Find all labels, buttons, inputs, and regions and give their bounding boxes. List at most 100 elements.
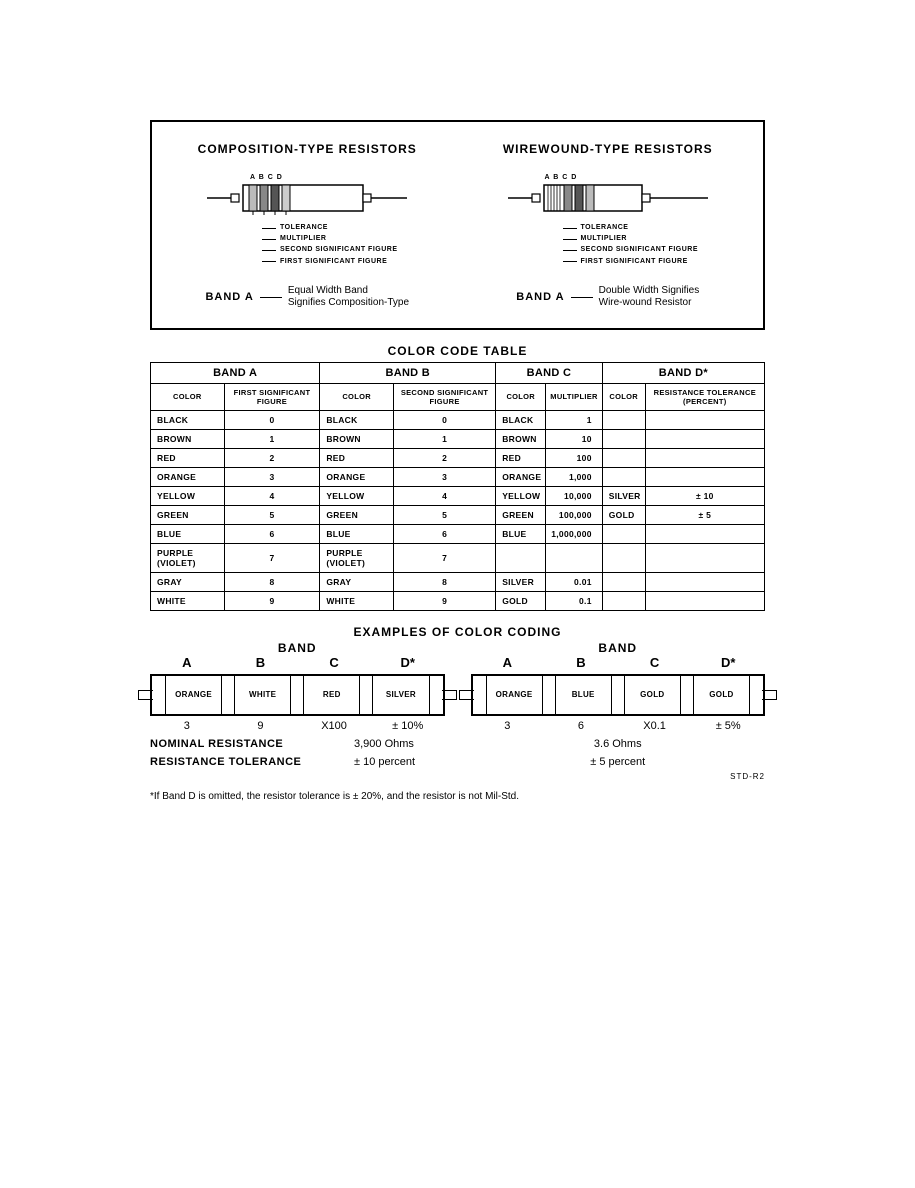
ex-letter: C <box>297 655 371 670</box>
hdr-color-a: COLOR <box>151 383 225 410</box>
callout: SECOND SIGNIFICANT FIGURE <box>262 244 443 255</box>
band-a-note-left: BAND A Equal Width Band Signifies Compos… <box>172 285 443 310</box>
ex-letter: D* <box>691 655 765 670</box>
ex-letter: D* <box>371 655 445 670</box>
ex-val: 6 <box>544 720 618 732</box>
table-cell: ± 5 <box>645 505 764 524</box>
band-letters-left: A B C D <box>250 174 443 181</box>
example-right: BAND A B C D* ORANGE BLUE GOLD GOLD 3 6 <box>471 641 766 781</box>
hdr-color-d: COLOR <box>602 383 645 410</box>
callout: TOLERANCE <box>563 222 744 233</box>
table-cell: GOLD <box>496 591 546 610</box>
example-left: BAND A B C D* ORANGE WHITE RED SILVER 3 <box>150 641 445 781</box>
examples-row: BAND A B C D* ORANGE WHITE RED SILVER 3 <box>150 641 765 781</box>
hdr-sub-a: FIRST SIGNIFICANT FIGURE <box>224 383 320 410</box>
table-cell: 3 <box>224 467 320 486</box>
table-row: GREEN5GREEN5GREEN100,000GOLD± 5 <box>151 505 765 524</box>
tolerance-value-right: ± 5 percent <box>471 756 766 768</box>
table-cell: 4 <box>224 486 320 505</box>
table-cell <box>546 543 602 572</box>
ex-band: ORANGE <box>165 676 222 714</box>
ex-letter: B <box>544 655 618 670</box>
band-a-label: BAND A <box>516 291 564 303</box>
hdr-sub-b: SECOND SIGNIFICANT FIGURE <box>393 383 495 410</box>
nominal-value-right: 3.6 Ohms <box>471 738 766 750</box>
table-cell: 4 <box>393 486 495 505</box>
ex-val: X0.1 <box>618 720 692 732</box>
band-a-desc: Double Width Signifies Wire-wound Resist… <box>599 285 700 310</box>
table-cell: GREEN <box>151 505 225 524</box>
table-cell: RED <box>320 448 394 467</box>
table-cell <box>602 572 645 591</box>
table-cell: 3 <box>393 467 495 486</box>
table-cell: RED <box>151 448 225 467</box>
table-cell: BROWN <box>320 429 394 448</box>
hdr-color-b: COLOR <box>320 383 394 410</box>
table-cell: 9 <box>224 591 320 610</box>
table-cell <box>645 572 764 591</box>
ex-values-left: 3 9 X100 ± 10% <box>150 720 445 732</box>
hdr-band-c: BAND C <box>496 362 603 383</box>
hdr-color-c: COLOR <box>496 383 546 410</box>
ex-letters: A B C D* <box>471 655 766 670</box>
table-cell: PURPLE (VIOLET) <box>151 543 225 572</box>
footnote: *If Band D is omitted, the resistor tole… <box>150 791 765 802</box>
band-a-desc-1: Equal Width Band <box>288 285 368 296</box>
table-cell: GRAY <box>151 572 225 591</box>
table-cell: 0 <box>393 410 495 429</box>
page: COMPOSITION-TYPE RESISTORS A B C D <box>0 0 915 842</box>
table-cell: 1,000 <box>546 467 602 486</box>
wirewound-resistor-icon <box>508 181 708 215</box>
band-a-desc-2: Signifies Composition-Type <box>288 297 409 308</box>
band-a-desc: Equal Width Band Signifies Composition-T… <box>288 285 409 310</box>
callout: TOLERANCE <box>262 222 443 233</box>
table-cell: YELLOW <box>320 486 394 505</box>
table-cell <box>602 543 645 572</box>
wirewound-column: WIREWOUND-TYPE RESISTORS A B C D <box>473 142 744 310</box>
table-cell: ORANGE <box>151 467 225 486</box>
table-cell: 7 <box>393 543 495 572</box>
table-cell: 2 <box>393 448 495 467</box>
table-cell: 6 <box>393 524 495 543</box>
table-cell: WHITE <box>320 591 394 610</box>
ex-val: 3 <box>471 720 545 732</box>
table-cell <box>602 591 645 610</box>
table-cell: ± 10 <box>645 486 764 505</box>
dash-icon <box>571 297 593 298</box>
table-cell: YELLOW <box>496 486 546 505</box>
ex-val: X100 <box>297 720 371 732</box>
table-cell <box>645 524 764 543</box>
table-cell: SILVER <box>602 486 645 505</box>
ex-band: ORANGE <box>486 676 543 714</box>
callout: SECOND SIGNIFICANT FIGURE <box>563 244 744 255</box>
ex-band: GOLD <box>693 676 750 714</box>
composition-column: COMPOSITION-TYPE RESISTORS A B C D <box>172 142 443 310</box>
table-cell <box>496 543 546 572</box>
table-row: BLACK0BLACK0BLACK1 <box>151 410 765 429</box>
table-cell: GOLD <box>602 505 645 524</box>
table-cell: 0 <box>224 410 320 429</box>
table-row: RED2RED2RED100 <box>151 448 765 467</box>
ex-letter: B <box>224 655 298 670</box>
band-a-note-right: BAND A Double Width Signifies Wire-wound… <box>473 285 744 310</box>
table-cell: GREEN <box>496 505 546 524</box>
table-cell: BLACK <box>151 410 225 429</box>
table-row: GRAY8GRAY8SILVER0.01 <box>151 572 765 591</box>
table-cell: 0.01 <box>546 572 602 591</box>
nominal-value: 3,900 Ohms <box>354 738 414 750</box>
nominal-line: NOMINAL RESISTANCE 3,900 Ohms <box>150 738 445 750</box>
table-cell: WHITE <box>151 591 225 610</box>
table-cell <box>602 429 645 448</box>
callout: FIRST SIGNIFICANT FIGURE <box>262 256 443 267</box>
table-cell: 8 <box>224 572 320 591</box>
table-cell <box>602 410 645 429</box>
examples-title: EXAMPLES OF COLOR CODING <box>150 625 765 639</box>
table-cell: PURPLE (VIOLET) <box>320 543 394 572</box>
tolerance-label: RESISTANCE TOLERANCE <box>150 756 340 768</box>
table-cell: BLACK <box>496 410 546 429</box>
table-cell: 7 <box>224 543 320 572</box>
table-cell: 5 <box>224 505 320 524</box>
table-cell <box>602 448 645 467</box>
table-cell: GRAY <box>320 572 394 591</box>
ex-values-right: 3 6 X0.1 ± 5% <box>471 720 766 732</box>
